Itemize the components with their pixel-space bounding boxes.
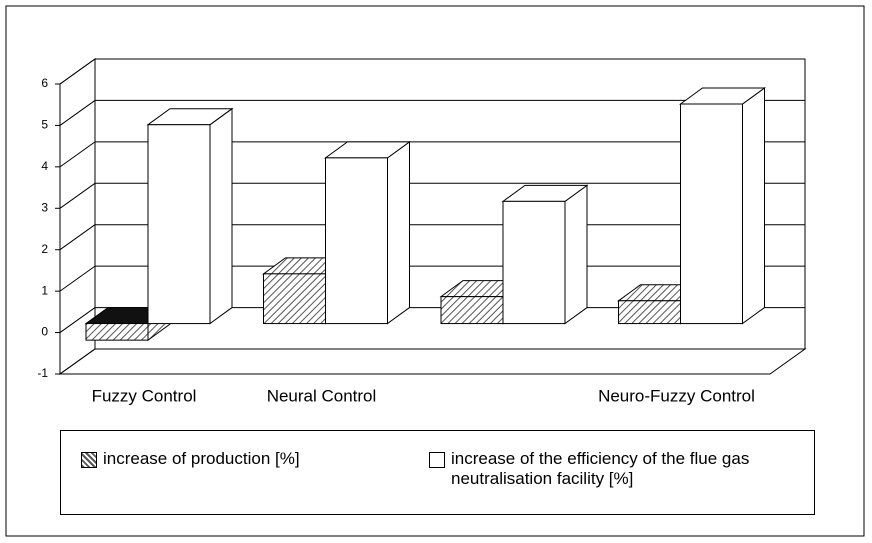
bar-front bbox=[680, 103, 743, 325]
frame bbox=[5, 5, 865, 537]
x-tick-label: Neural Control bbox=[267, 386, 377, 405]
bar-front bbox=[263, 273, 326, 325]
y-tick-label: 5 bbox=[41, 118, 48, 132]
y-tick-label: 2 bbox=[41, 242, 48, 256]
y-tick-label: 1 bbox=[41, 283, 48, 297]
bar-front bbox=[440, 296, 504, 325]
bar-side bbox=[209, 107, 233, 325]
bar bbox=[678, 87, 767, 325]
grid-line bbox=[59, 348, 96, 375]
bar-front bbox=[618, 300, 681, 325]
y-tick-label: 4 bbox=[41, 159, 48, 173]
x-tick-label: Neuro-Fuzzy Control bbox=[598, 386, 755, 405]
y-tick-label: 6 bbox=[41, 76, 48, 90]
bar-side bbox=[387, 140, 410, 325]
legend-label: increase of production [%] bbox=[103, 449, 300, 468]
grid-line bbox=[59, 58, 96, 85]
legend-item: increase of production [%] bbox=[81, 449, 411, 469]
legend-swatch bbox=[81, 452, 97, 468]
bar bbox=[146, 107, 234, 325]
grid-line bbox=[59, 265, 96, 292]
grid-line bbox=[59, 100, 96, 126]
bar-side bbox=[742, 87, 765, 325]
legend-item: increase of the efficiency of the flue g… bbox=[429, 449, 809, 489]
bar-front bbox=[147, 124, 211, 325]
y-tick-label: 3 bbox=[41, 200, 48, 214]
grid-line bbox=[59, 182, 96, 209]
legend-swatch bbox=[429, 452, 445, 468]
legend: increase of production [%] increase of th… bbox=[60, 430, 815, 515]
y-tick-label: 0 bbox=[41, 325, 48, 339]
y-tick-label: -1 bbox=[37, 366, 48, 380]
bar-front bbox=[85, 323, 149, 341]
bar bbox=[323, 140, 412, 325]
grid-line bbox=[59, 307, 96, 333]
bar-front bbox=[325, 157, 388, 325]
bar bbox=[501, 184, 589, 325]
legend-label: increase of the efficiency of the flue g… bbox=[451, 449, 750, 488]
x-tick-label: Fuzzy Control bbox=[92, 386, 197, 405]
grid-line bbox=[59, 224, 96, 251]
floor bbox=[58, 348, 807, 375]
bar-front bbox=[502, 200, 566, 325]
bar-side bbox=[564, 184, 588, 325]
grid-line bbox=[59, 141, 96, 168]
